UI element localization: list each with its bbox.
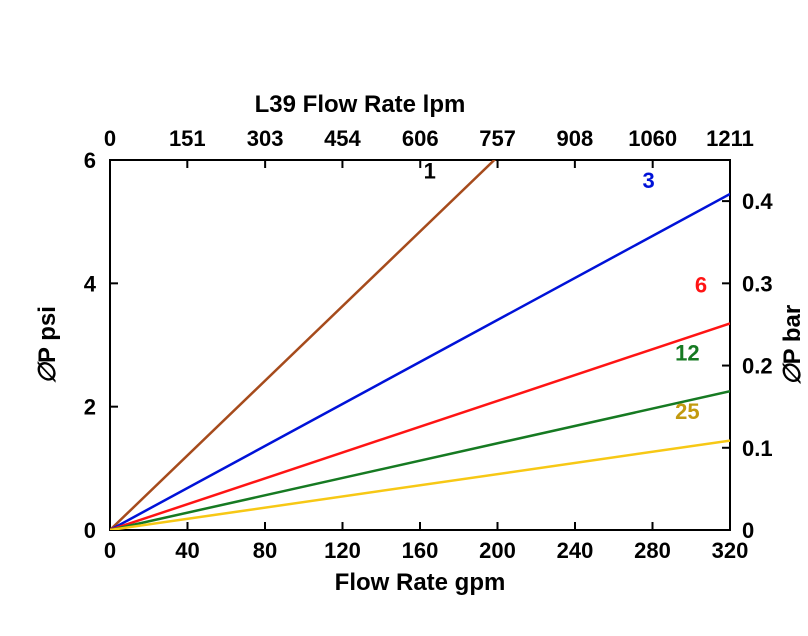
x-bottom-tick-label: 200 bbox=[479, 538, 516, 563]
x-top-tick-label: 1060 bbox=[628, 126, 677, 151]
y-right-tick-label: 0 bbox=[742, 518, 754, 543]
series-label: 6 bbox=[695, 273, 707, 298]
x-bottom-tick-label: 0 bbox=[104, 538, 116, 563]
x-axis-label-bottom: Flow Rate gpm bbox=[335, 569, 506, 596]
pressure-flow-chart: 04080120160200240280320Flow Rate gpm0151… bbox=[0, 0, 808, 636]
y-left-tick-label: 6 bbox=[84, 148, 96, 173]
x-bottom-tick-label: 40 bbox=[175, 538, 199, 563]
x-top-tick-label: 0 bbox=[104, 126, 116, 151]
x-bottom-tick-label: 80 bbox=[253, 538, 277, 563]
x-bottom-tick-label: 160 bbox=[402, 538, 439, 563]
y-left-tick-label: 0 bbox=[84, 518, 96, 543]
y-axis-label-left: ∅P psi bbox=[34, 306, 61, 384]
x-top-tick-label: 908 bbox=[557, 126, 594, 151]
x-top-tick-label: 1211 bbox=[706, 126, 754, 151]
y-right-tick-label: 0.3 bbox=[742, 271, 773, 296]
x-top-tick-label: 454 bbox=[324, 126, 361, 151]
series-label: 12 bbox=[675, 340, 699, 365]
y-left-tick-label: 4 bbox=[84, 271, 97, 296]
chart-title-top: L39 Flow Rate lpm bbox=[255, 91, 466, 118]
x-top-tick-label: 757 bbox=[479, 126, 516, 151]
chart-svg: 04080120160200240280320Flow Rate gpm0151… bbox=[0, 0, 808, 636]
x-top-tick-label: 303 bbox=[247, 126, 284, 151]
y-right-tick-label: 0.2 bbox=[742, 354, 773, 379]
y-right-tick-label: 0.4 bbox=[742, 189, 773, 214]
y-left-tick-label: 2 bbox=[84, 395, 96, 420]
x-bottom-tick-label: 120 bbox=[324, 538, 361, 563]
x-bottom-tick-label: 280 bbox=[634, 538, 671, 563]
series-label: 1 bbox=[424, 159, 436, 184]
x-top-tick-label: 606 bbox=[402, 126, 439, 151]
series-label: 25 bbox=[675, 399, 699, 424]
series-label: 3 bbox=[643, 168, 655, 193]
y-right-tick-label: 0.1 bbox=[742, 436, 773, 461]
y-axis-label-right: ∅P bar bbox=[779, 305, 806, 386]
x-top-tick-label: 151 bbox=[169, 126, 206, 151]
x-bottom-tick-label: 240 bbox=[557, 538, 594, 563]
